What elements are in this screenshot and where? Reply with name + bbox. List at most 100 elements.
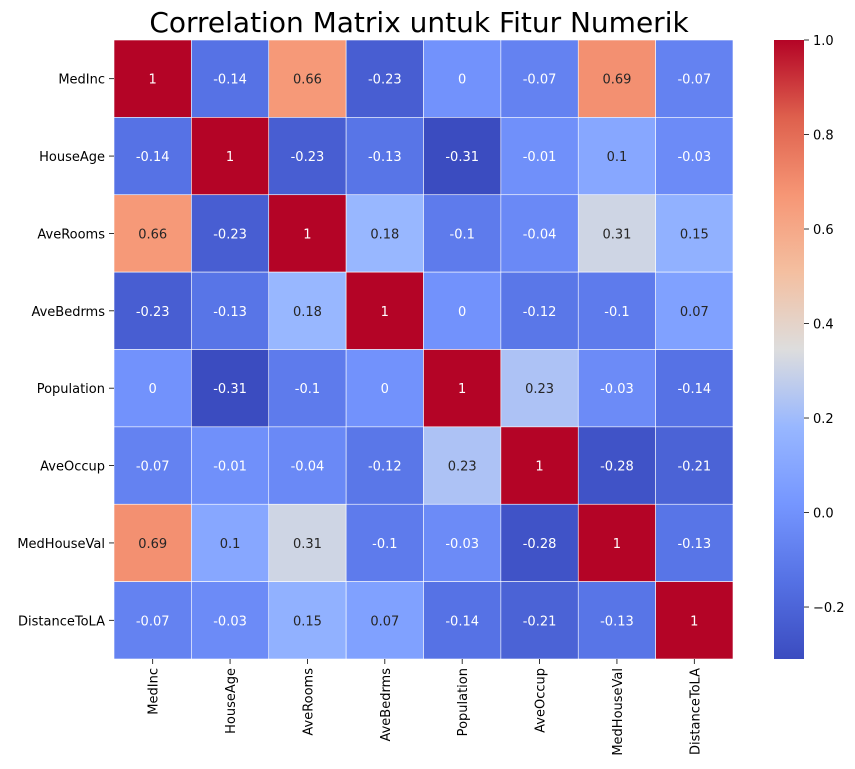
- heatmap-cell-population-averooms: [268, 349, 347, 428]
- colorbar-gradient: [774, 40, 804, 659]
- heatmap-cell-medinc-averooms: [268, 39, 347, 118]
- heatmap-cell-averooms-houseage: [191, 194, 270, 273]
- cell-value-label: 1: [690, 614, 698, 629]
- cell-value-label: -0.07: [677, 73, 711, 88]
- cell-value-label: 1: [381, 305, 389, 320]
- cell-value-label: -0.13: [677, 537, 711, 552]
- cell-value-label: -0.04: [291, 460, 325, 475]
- cell-value-label: -0.07: [136, 614, 170, 629]
- heatmap-cell-avebedrms-avebedrms: [345, 271, 424, 350]
- heatmap-cell-averooms-aveoccup: [500, 194, 579, 273]
- heatmap-cell-averooms-population: [423, 194, 502, 273]
- cell-value-label: -0.03: [213, 614, 247, 629]
- cell-value-label: -0.31: [445, 150, 479, 165]
- cell-value-label: 0.07: [370, 614, 399, 629]
- heatmap-cell-distancetola-aveoccup: [500, 581, 579, 660]
- heatmap-cell-medinc-distancetola: [655, 39, 734, 118]
- x-tick-label-avebedrms: AveBedrms: [379, 668, 394, 742]
- heatmap-cell-medinc-houseage: [191, 39, 270, 118]
- heatmap-cell-distancetola-averooms: [268, 581, 347, 660]
- heatmap-cell-population-medhouseval: [577, 349, 656, 428]
- cell-value-label: 0.15: [680, 227, 709, 242]
- chart-title: Correlation Matrix untuk Fitur Numerik: [149, 6, 689, 39]
- x-tick-label-houseage: HouseAge: [224, 668, 239, 734]
- cell-value-label: -0.07: [136, 460, 170, 475]
- heatmap-cell-aveoccup-aveoccup: [500, 426, 579, 505]
- x-tick-label-population: Population: [456, 668, 471, 736]
- cell-value-label: 0: [149, 382, 157, 397]
- cell-value-label: -0.13: [368, 150, 402, 165]
- cell-value-label: 0.66: [138, 227, 167, 242]
- x-tick-label-distancetola: DistanceToLA: [688, 668, 703, 755]
- cell-value-label: -0.28: [523, 537, 557, 552]
- cell-value-label: 1: [149, 73, 157, 88]
- cell-value-label: 0.1: [607, 150, 628, 165]
- heatmap-cell-houseage-medhouseval: [577, 117, 656, 196]
- heatmap-cell-aveoccup-population: [423, 426, 502, 505]
- cell-value-label: -0.1: [295, 382, 320, 397]
- x-tick-label-medhouseval: MedHouseVal: [611, 668, 626, 756]
- cell-value-label: 0: [381, 382, 389, 397]
- y-tick-label-aveoccup: AveOccup: [40, 460, 105, 475]
- cell-value-label: 1: [303, 227, 311, 242]
- colorbar-tick-label: 0.0: [813, 507, 834, 522]
- heatmap-cell-averooms-distancetola: [655, 194, 734, 273]
- y-tick-label-medhouseval: MedHouseVal: [17, 537, 105, 552]
- cell-value-label: 1: [613, 537, 621, 552]
- colorbar-tick-label: 0.6: [813, 223, 834, 238]
- cell-value-label: -0.13: [600, 614, 634, 629]
- y-tick-label-medinc: MedInc: [58, 73, 105, 88]
- heatmap-cell-houseage-houseage: [191, 117, 270, 196]
- colorbar-tick-label: −0.2: [813, 601, 845, 616]
- heatmap-cell-medhouseval-distancetola: [655, 503, 734, 582]
- colorbar-tick-label: 0.4: [813, 318, 834, 333]
- cell-value-label: -0.1: [450, 227, 475, 242]
- y-tick-labels: MedInc HouseAge AveRooms AveBedrms Populatio…: [17, 73, 114, 629]
- x-tick-label-aveoccup: AveOccup: [534, 668, 549, 733]
- cell-value-label: -0.01: [523, 150, 557, 165]
- y-tick-label-avebedrms: AveBedrms: [31, 305, 105, 320]
- cell-value-label: -0.23: [368, 73, 402, 88]
- cell-value-label: -0.31: [213, 382, 247, 397]
- cell-value-label: 0.31: [293, 537, 322, 552]
- heatmap-cell-aveoccup-houseage: [191, 426, 270, 505]
- heatmap-cell-aveoccup-averooms: [268, 426, 347, 505]
- colorbar-tick-label: 0.8: [813, 129, 834, 144]
- cell-value-label: -0.03: [445, 537, 479, 552]
- colorbar: 1.0 0.8 0.6 0.4 0.2 0.0 −0.2: [774, 34, 845, 659]
- heatmap-cell-averooms-medhouseval: [577, 194, 656, 273]
- cell-value-label: -0.12: [368, 460, 402, 475]
- heatmap-cell-houseage-aveoccup: [500, 117, 579, 196]
- cell-value-label: 0.15: [293, 614, 322, 629]
- cell-value-label: -0.03: [600, 382, 634, 397]
- heatmap-cell-medhouseval-averooms: [268, 503, 347, 582]
- cell-value-label: -0.14: [445, 614, 479, 629]
- heatmap-cell-avebedrms-medinc: [113, 271, 192, 350]
- colorbar-tick-label: 1.0: [813, 34, 834, 49]
- colorbar-tick-label: 0.2: [813, 412, 834, 427]
- heatmap-cell-population-population: [423, 349, 502, 428]
- heatmap-cell-houseage-distancetola: [655, 117, 734, 196]
- heatmap-cell-medinc-population: [423, 39, 502, 118]
- heatmap-cell-houseage-population: [423, 117, 502, 196]
- cell-value-label: 1: [226, 150, 234, 165]
- x-tick-labels: MedInc HouseAge AveRooms AveBedrms Populatio…: [147, 659, 703, 756]
- heatmap-cell-aveoccup-distancetola: [655, 426, 734, 505]
- y-tick-label-population: Population: [37, 382, 105, 397]
- heatmap-cell-distancetola-population: [423, 581, 502, 660]
- heatmap-cell-medinc-medinc: [113, 39, 192, 118]
- cell-value-label: -0.21: [677, 460, 711, 475]
- cell-value-label: -0.14: [213, 73, 247, 88]
- cell-value-label: 1: [458, 382, 466, 397]
- cell-value-label: -0.13: [213, 305, 247, 320]
- heatmap-cell-medinc-aveoccup: [500, 39, 579, 118]
- heatmap-cell-population-aveoccup: [500, 349, 579, 428]
- y-tick-label-houseage: HouseAge: [39, 150, 105, 165]
- heatmap-cell-avebedrms-medhouseval: [577, 271, 656, 350]
- heatmap-cell-population-distancetola: [655, 349, 734, 428]
- cell-value-label: -0.04: [523, 227, 557, 242]
- x-tick-label-averooms: AveRooms: [301, 668, 316, 736]
- cell-value-label: 0.69: [602, 73, 631, 88]
- cell-value-label: -0.12: [523, 305, 557, 320]
